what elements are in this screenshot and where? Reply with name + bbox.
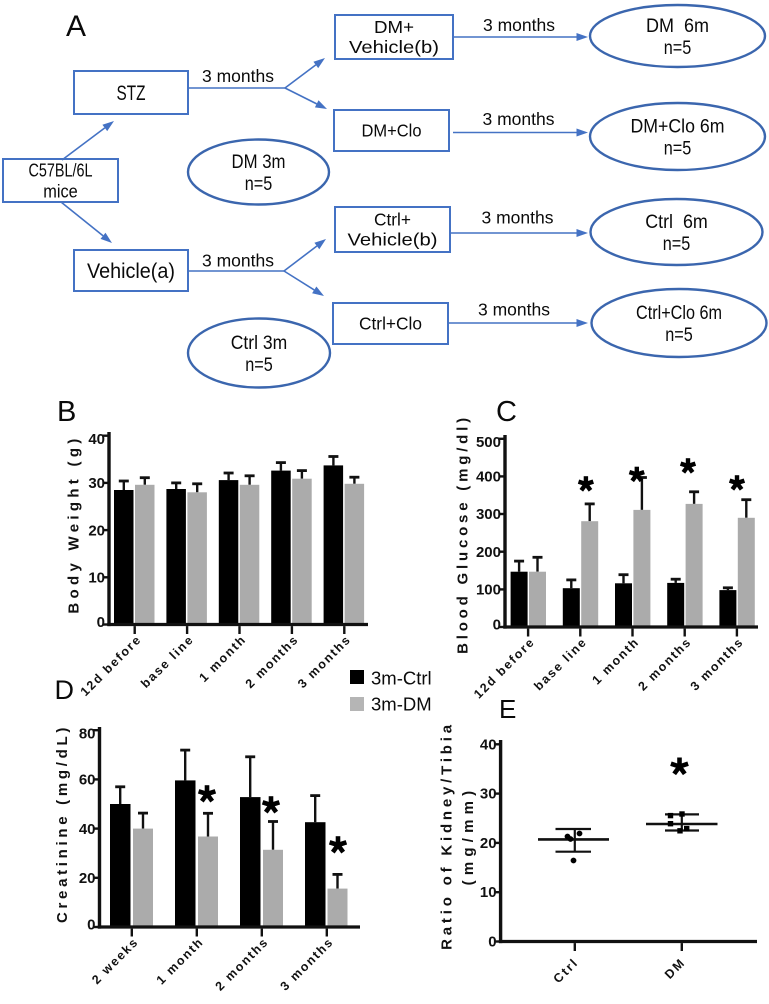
svg-text:200: 200 [476, 544, 501, 561]
svg-text:Vehicle(b): Vehicle(b) [349, 37, 439, 57]
svg-text:0: 0 [488, 934, 496, 951]
svg-text:0: 0 [97, 614, 105, 631]
svg-text:Ctrl 3m: Ctrl 3m [231, 332, 288, 354]
svg-text:30: 30 [88, 475, 105, 492]
svg-text:10: 10 [480, 884, 497, 901]
svg-text:40: 40 [480, 736, 497, 753]
svg-text:n=5: n=5 [664, 37, 692, 59]
svg-text:3 months: 3 months [483, 109, 555, 129]
svg-text:100: 100 [476, 582, 501, 599]
svg-text:Ctrl+: Ctrl+ [374, 210, 411, 230]
svg-text:3m-DM: 3m-DM [371, 694, 432, 715]
svg-text:E: E [499, 694, 516, 724]
svg-text:3 months: 3 months [478, 300, 550, 320]
svg-text:n=5: n=5 [245, 354, 273, 376]
svg-text:STZ: STZ [117, 82, 146, 105]
svg-text:300: 300 [476, 506, 501, 523]
svg-text:20: 20 [480, 835, 497, 852]
svg-text:500: 500 [476, 434, 501, 451]
svg-text:20: 20 [79, 870, 96, 887]
svg-text:Ctrl+Clo: Ctrl+Clo [359, 314, 422, 334]
svg-text:3 months: 3 months [483, 15, 555, 35]
svg-text:30: 30 [480, 786, 497, 803]
svg-text:n=5: n=5 [665, 324, 693, 346]
svg-text:3 months: 3 months [202, 66, 274, 86]
svg-text:C: C [496, 396, 517, 428]
svg-text:Ctrl 6m: Ctrl 6m [645, 211, 708, 233]
svg-text:3m-Ctrl: 3m-Ctrl [371, 668, 432, 689]
svg-text:n=5: n=5 [663, 233, 691, 255]
svg-text:n=5: n=5 [664, 137, 692, 159]
svg-text:C57BL/6L: C57BL/6L [29, 160, 93, 180]
svg-text:D: D [55, 675, 75, 705]
svg-text:Vehicle(b): Vehicle(b) [348, 230, 438, 250]
svg-text:60: 60 [79, 772, 96, 789]
svg-text:Creatinine (mg/dL): Creatinine (mg/dL) [54, 724, 71, 923]
svg-text:3 months: 3 months [202, 251, 274, 271]
svg-text:DM 6m: DM 6m [646, 15, 709, 37]
svg-text:Vehicle(a): Vehicle(a) [87, 260, 175, 283]
svg-text:A: A [66, 10, 86, 43]
svg-text:40: 40 [88, 431, 105, 448]
svg-text:3 months: 3 months [482, 208, 554, 228]
svg-text:Blood Glucose (mg/dl): Blood Glucose (mg/dl) [455, 414, 472, 654]
svg-text:DM+Clo: DM+Clo [362, 121, 422, 141]
svg-text:Ctrl+Clo 6m: Ctrl+Clo 6m [636, 302, 722, 324]
svg-text:n=5: n=5 [245, 173, 273, 195]
svg-text:DM+: DM+ [374, 17, 414, 37]
svg-text:Body Weight (g): Body Weight (g) [66, 434, 83, 613]
svg-text:DM+Clo 6m: DM+Clo 6m [631, 115, 725, 137]
svg-text:Ratio of Kidney/Tibia: Ratio of Kidney/Tibia [439, 721, 456, 950]
svg-text:20: 20 [88, 522, 105, 539]
svg-text:DM 3m: DM 3m [232, 151, 286, 173]
svg-text:400: 400 [476, 469, 501, 486]
svg-text:40: 40 [79, 821, 96, 838]
svg-text:0: 0 [87, 917, 95, 934]
svg-text:(mg/mm): (mg/mm) [460, 786, 477, 886]
svg-text:B: B [57, 396, 76, 428]
svg-text:10: 10 [88, 570, 105, 587]
svg-text:0: 0 [493, 617, 501, 634]
svg-text:80: 80 [79, 725, 96, 742]
svg-text:mice: mice [43, 181, 78, 201]
